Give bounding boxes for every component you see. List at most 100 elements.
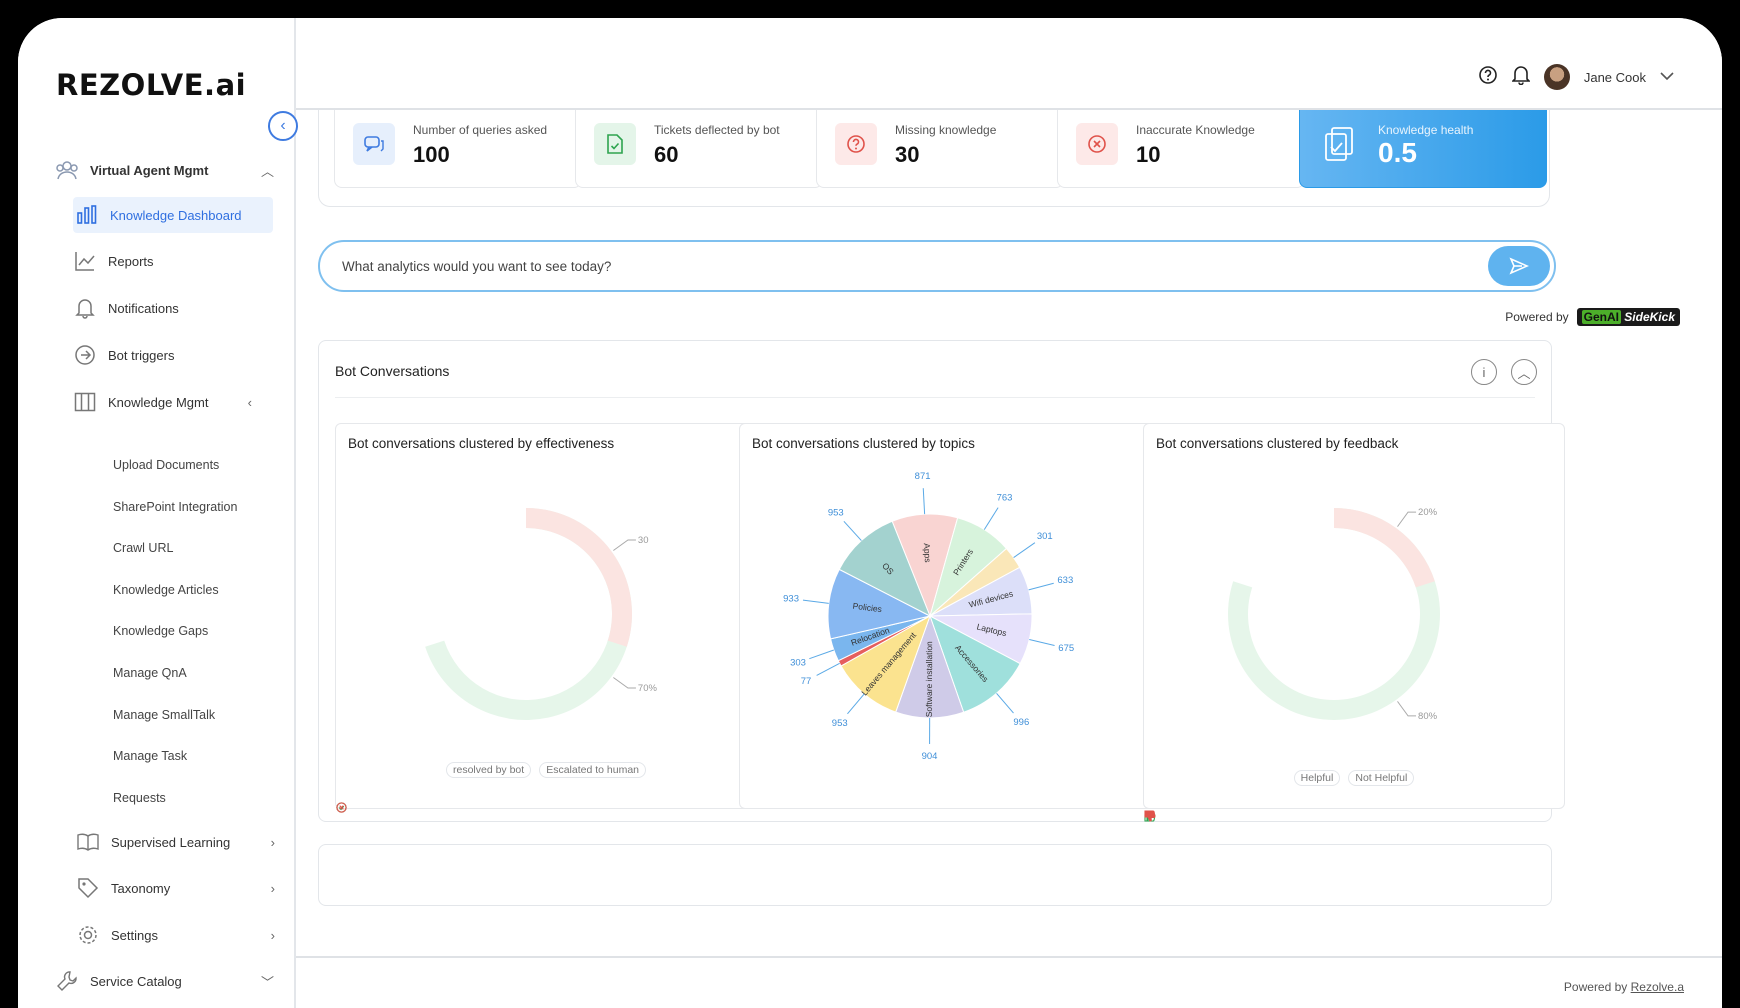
sidebar-sub-requests[interactable]: Requests [113, 791, 166, 805]
stat-card-queries[interactable]: Number of queries asked 100 [334, 110, 582, 188]
footer-prefix: Powered by [1564, 980, 1631, 994]
pie-value-label-4: 675 [1058, 643, 1074, 654]
user-name[interactable]: Jane Cook [1584, 70, 1646, 85]
pie-leader-line-10 [803, 600, 829, 603]
stat-card-inaccurate-knowledge[interactable]: Inaccurate Knowledge 10 [1057, 110, 1305, 188]
bell-icon[interactable] [1512, 65, 1530, 90]
chevron-down-icon: ﹀ [261, 972, 274, 991]
sidebar-item-label: Notifications [108, 301, 179, 316]
sidebar-sub-knowledge-gaps[interactable]: Knowledge Gaps [113, 624, 208, 638]
sidebar-sub-crawl-url[interactable]: Crawl URL [113, 541, 173, 555]
pie-slice-label-0: Apps [922, 543, 933, 563]
chart-title: Bot conversations clustered by feedback [1156, 436, 1398, 451]
info-icon: i [1483, 365, 1486, 380]
pie-leader-line-11 [844, 521, 861, 540]
sidebar-item-knowledge-mgmt[interactable]: Knowledge Mgmt ‹ [72, 385, 272, 419]
pie-value-label-9: 303 [790, 658, 806, 669]
gear-icon [75, 922, 101, 948]
pie-value-label-3: 633 [1057, 575, 1073, 586]
donut-slice-1[interactable] [1334, 508, 1435, 587]
legend-label: Helpful [1301, 772, 1334, 784]
bar-chart-icon [74, 202, 100, 228]
arrow-circle-icon [72, 342, 98, 368]
stat-value: 60 [654, 142, 678, 168]
send-button[interactable] [1488, 246, 1550, 286]
sidebar-item-reports[interactable]: Reports [72, 244, 272, 278]
chevron-right-icon: › [271, 835, 275, 850]
sidebar-item-label: Knowledge Mgmt [108, 395, 208, 410]
chart-legend: resolved by bot Escalated to human [336, 762, 756, 778]
stat-card-knowledge-health[interactable]: Knowledge health 0.5 [1299, 110, 1547, 188]
report-chart-icon [72, 248, 98, 274]
donut-slice-1[interactable] [526, 508, 632, 647]
pie-leader-line-2 [1014, 543, 1035, 558]
pie-leader-line-7 [847, 694, 864, 714]
tag-icon [75, 875, 101, 901]
sidebar-item-supervised-learning[interactable]: Supervised Learning › [75, 825, 275, 859]
pie-leader-line-5 [997, 693, 1014, 713]
sidebar-sub-manage-smalltalk[interactable]: Manage SmallTalk [113, 708, 215, 722]
stat-label: Knowledge health [1378, 123, 1473, 137]
pie-leader-line-8 [817, 663, 840, 675]
chart-title: Bot conversations clustered by effective… [348, 436, 614, 451]
sidebar-sub-manage-qna[interactable]: Manage QnA [113, 666, 187, 680]
sidebar-collapse-button[interactable]: ‹ [268, 111, 298, 141]
help-icon[interactable] [1478, 65, 1498, 90]
footer: Powered by Rezolve.a [296, 956, 1722, 1008]
sidebar-item-label: Supervised Learning [111, 835, 230, 850]
legend-item-not-helpful[interactable]: Not Helpful [1348, 770, 1414, 786]
sidebar-sub-knowledge-articles[interactable]: Knowledge Articles [113, 583, 219, 597]
chevron-down-icon[interactable] [1660, 68, 1674, 86]
pie-leader-line-0 [923, 488, 924, 514]
info-button[interactable]: i [1471, 359, 1497, 385]
pie-leader-line-1 [984, 508, 998, 530]
stat-card-tickets-deflected[interactable]: Tickets deflected by bot 60 [575, 110, 823, 188]
donut-leader-line-0 [1397, 701, 1416, 716]
legend-item-helpful[interactable]: Helpful [1294, 770, 1341, 786]
genai-sidekick-badge: GenAI SideKick [1577, 308, 1680, 326]
pie-leader-line-9 [809, 650, 834, 659]
sidebar-sub-upload-documents[interactable]: Upload Documents [113, 458, 219, 472]
avatar[interactable] [1544, 64, 1570, 90]
legend-label: Not Helpful [1355, 772, 1407, 784]
clipboard-check-icon [1318, 123, 1360, 165]
topbar: Jane Cook [296, 18, 1722, 110]
sidebar-sub-manage-task[interactable]: Manage Task [113, 749, 187, 763]
sidebar-item-settings[interactable]: Settings › [75, 918, 275, 952]
chat-bubbles-icon [353, 123, 395, 165]
x-circle-icon [1076, 123, 1118, 165]
chart-legend: Helpful Not Helpful [1144, 770, 1564, 786]
pie-value-label-10: 933 [783, 594, 799, 605]
effectiveness-donut-chart: 70%30 [336, 464, 756, 764]
users-group-icon [54, 157, 80, 183]
donut-label-0: 70% [638, 683, 658, 694]
legend-item-resolved[interactable]: resolved by bot [446, 762, 531, 778]
collapse-panel-button[interactable]: ︿ [1511, 359, 1537, 385]
pie-value-label-5: 996 [1013, 717, 1029, 728]
pie-slice-label-6: Software installation [924, 641, 934, 717]
legend-item-escalated[interactable]: Escalated to human [539, 762, 646, 778]
sidebar-section-virtual-agent-mgmt[interactable]: Virtual Agent Mgmt ︿ [54, 153, 274, 187]
logo-text: REZOLVE.ai [56, 68, 246, 102]
stat-card-missing-knowledge[interactable]: Missing knowledge 30 [816, 110, 1064, 188]
analytics-search-input[interactable] [340, 252, 1444, 280]
chart-card-effectiveness: Bot conversations clustered by effective… [335, 423, 757, 809]
sidebar-sub-sharepoint-integration[interactable]: SharePoint Integration [113, 500, 237, 514]
stats-panel: Number of queries asked 100 Tickets defl… [318, 110, 1550, 207]
powered-by-genai: Powered by GenAI SideKick [1505, 308, 1680, 326]
legend-label: resolved by bot [453, 764, 524, 776]
footer-link[interactable]: Rezolve.a [1631, 980, 1684, 994]
sidebar-item-bot-triggers[interactable]: Bot triggers [72, 338, 272, 372]
sidebar-section-service-catalog[interactable]: Service Catalog ﹀ [54, 964, 274, 998]
stat-value: 100 [413, 142, 450, 168]
sidebar-item-taxonomy[interactable]: Taxonomy › [75, 871, 275, 905]
donut-leader-line-0 [613, 677, 636, 688]
sidebar-item-knowledge-dashboard[interactable]: Knowledge Dashboard [74, 198, 274, 232]
stat-label: Number of queries asked [413, 123, 547, 137]
powered-by-label: Powered by [1505, 310, 1568, 324]
x-circle-icon [336, 802, 347, 813]
donut-label-0: 80% [1418, 711, 1438, 722]
donut-leader-line-1 [1397, 512, 1416, 527]
sidebar-item-notifications[interactable]: Notifications [72, 291, 272, 325]
